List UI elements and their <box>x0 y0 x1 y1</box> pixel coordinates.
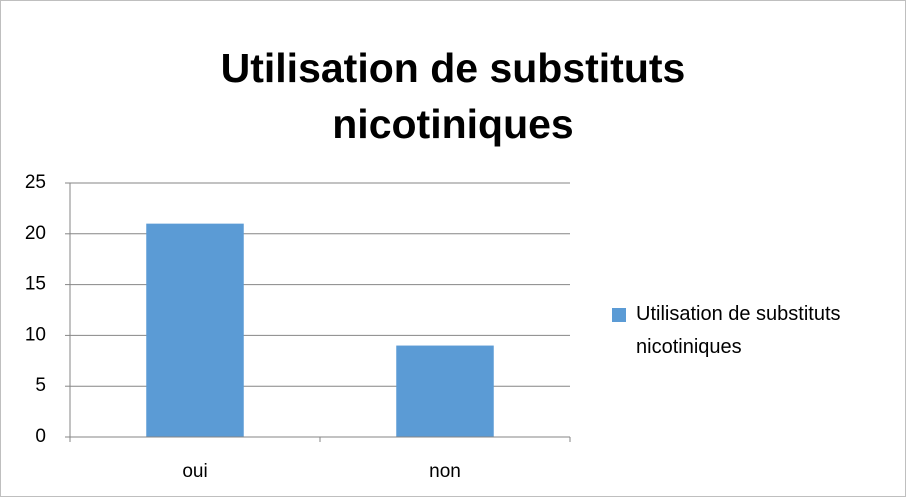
y-tick-label: 15 <box>25 274 46 295</box>
y-tick-label: 5 <box>35 375 46 396</box>
y-tick-label: 10 <box>25 324 46 345</box>
y-tick-label: 20 <box>25 223 46 244</box>
x-tick-label: non <box>429 461 461 482</box>
bar <box>146 223 244 437</box>
y-tick-label: 0 <box>35 426 46 447</box>
legend-label: Utilisation de substituts nicotiniques <box>636 303 841 358</box>
chart-title: Utilisation de substituts nicotiniques <box>220 45 686 147</box>
legend-swatch <box>612 308 626 322</box>
bar <box>396 345 494 437</box>
y-tick-label: 25 <box>25 172 46 193</box>
x-tick-label: oui <box>182 461 207 482</box>
